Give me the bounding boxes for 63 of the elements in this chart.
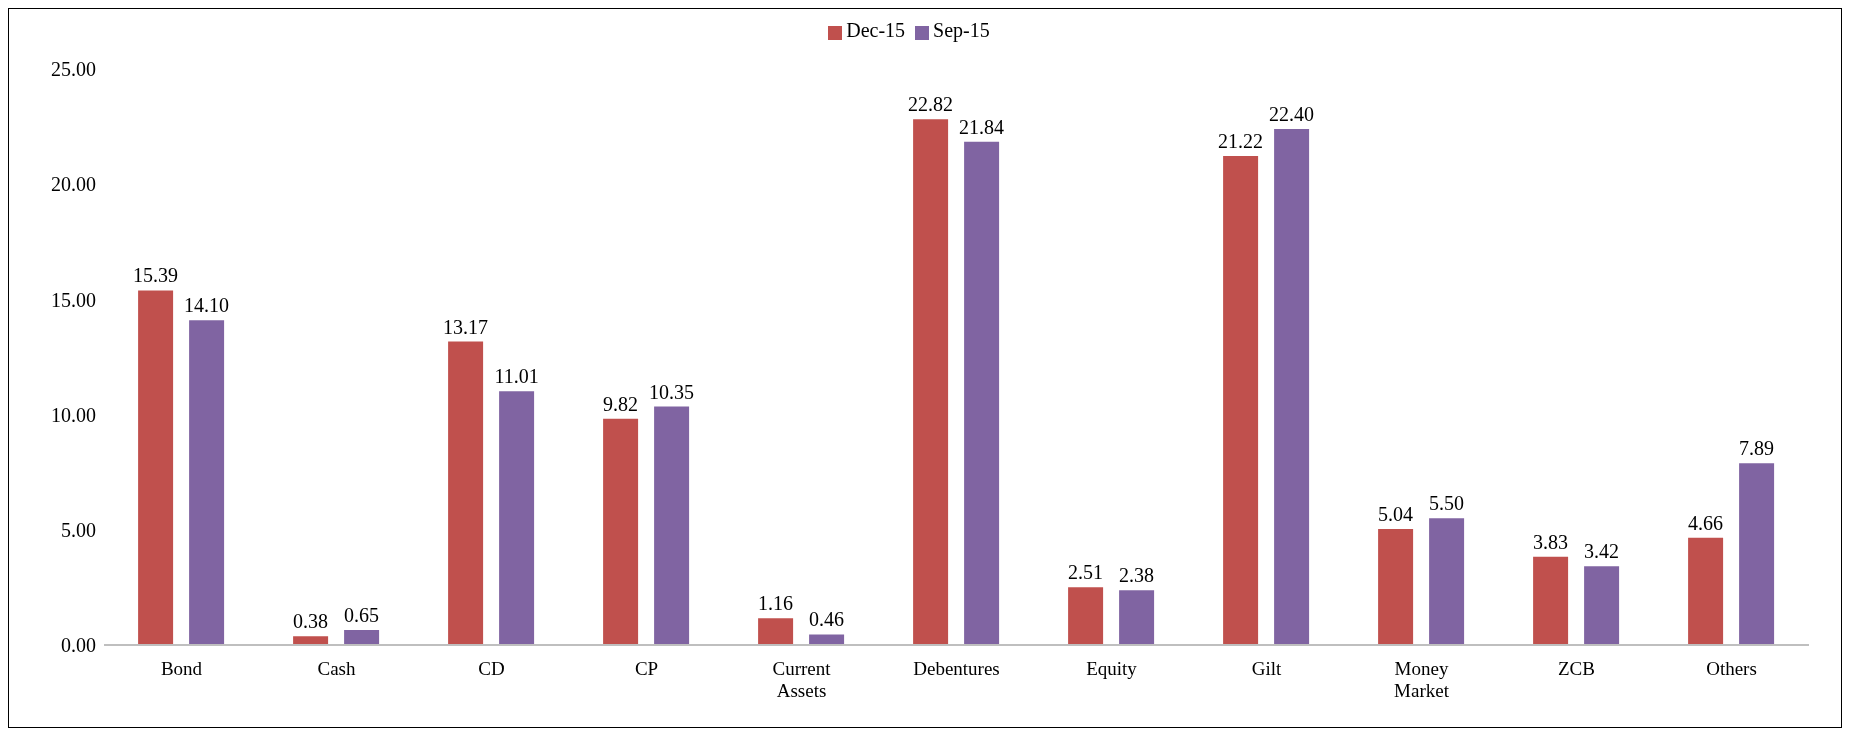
data-label: 22.82	[908, 93, 954, 116]
data-label: 21.22	[1218, 130, 1264, 153]
x-tick-label: Gilt	[1251, 658, 1282, 679]
y-tick-label: 25.00	[51, 58, 96, 81]
data-label: 3.83	[1533, 530, 1569, 553]
bar	[1739, 463, 1775, 645]
bar	[448, 341, 484, 645]
y-tick-label: 10.00	[51, 403, 96, 426]
data-label: 5.04	[1378, 502, 1414, 525]
data-label: 10.35	[649, 380, 695, 403]
data-label: 13.17	[443, 315, 489, 338]
bar	[499, 391, 535, 645]
bar	[138, 290, 174, 645]
legend-label: Sep-15	[933, 19, 990, 41]
bar	[1533, 556, 1569, 645]
bar	[913, 119, 949, 645]
x-tick-label: Bond	[160, 658, 203, 679]
bar	[344, 630, 380, 645]
data-label: 9.82	[603, 392, 639, 415]
data-label: 15.39	[133, 264, 179, 287]
x-tick-label: Current Assets	[772, 658, 832, 701]
bar	[1119, 590, 1155, 645]
data-label: 3.42	[1584, 540, 1620, 563]
data-label: 21.84	[959, 115, 1005, 138]
bar	[654, 406, 690, 645]
bar	[293, 636, 329, 645]
bar	[1688, 537, 1724, 645]
y-tick-label: 5.00	[61, 518, 96, 541]
data-label: 0.38	[293, 610, 329, 633]
bar	[1584, 566, 1620, 645]
data-label: 2.51	[1068, 561, 1104, 584]
bar	[1223, 156, 1259, 645]
legend-label: Dec-15	[846, 19, 906, 41]
x-tick-label: Others	[1706, 658, 1757, 679]
data-label: 11.01	[494, 365, 539, 388]
bar	[1429, 518, 1465, 645]
x-tick-label: Money Market	[1394, 658, 1450, 701]
x-tick-label: Debentures	[913, 658, 1000, 679]
x-tick-label: Equity	[1086, 658, 1138, 679]
data-label: 22.40	[1269, 102, 1315, 125]
data-label: 5.50	[1429, 492, 1465, 515]
x-tick-label: CP	[634, 658, 659, 679]
y-tick-label: 20.00	[51, 173, 96, 196]
data-label: 4.66	[1688, 511, 1724, 534]
x-tick-label: Cash	[317, 658, 356, 679]
bar	[189, 320, 225, 645]
bar	[758, 618, 794, 645]
data-label: 1.16	[758, 592, 794, 615]
data-label: 0.46	[809, 608, 845, 631]
data-label: 2.38	[1119, 564, 1155, 587]
data-label: 0.65	[344, 604, 380, 627]
data-label: 14.10	[184, 294, 230, 317]
bar	[603, 418, 639, 645]
data-label: 7.89	[1739, 437, 1775, 460]
x-tick-label: ZCB	[1558, 658, 1595, 679]
bar	[1274, 128, 1310, 645]
bar	[809, 634, 845, 645]
bar	[1068, 587, 1104, 645]
bar	[1378, 528, 1414, 645]
bar	[964, 141, 1000, 645]
y-tick-label: 15.00	[51, 288, 96, 311]
x-tick-label: CD	[478, 658, 505, 679]
y-tick-label: 0.00	[61, 634, 96, 657]
